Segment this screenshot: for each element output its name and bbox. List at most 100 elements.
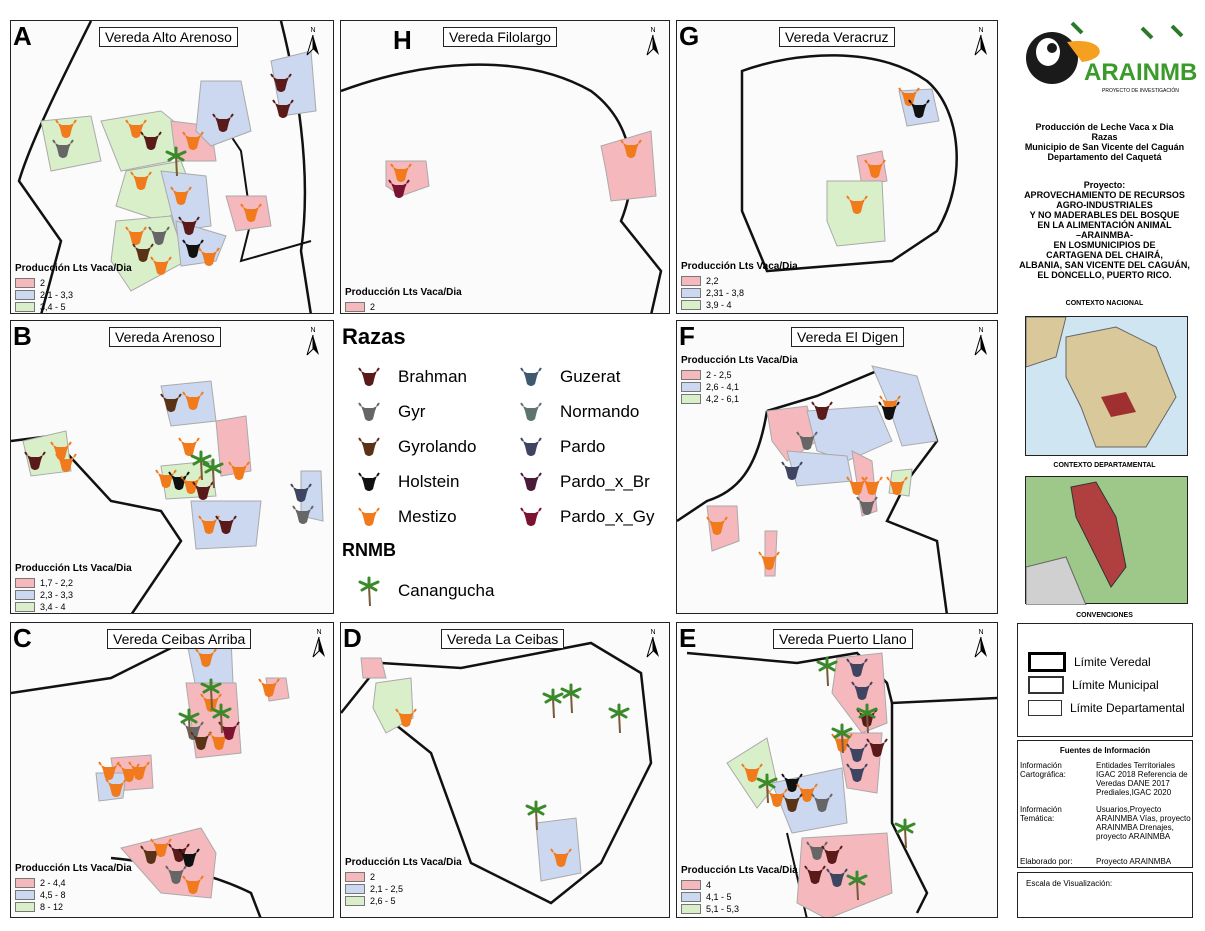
production-legend: Producción Lts Vaca/Dia 2 - 4,4 4,5 - 8 … [15,863,132,912]
production-legend: Producción Lts Vaca/Dia 4 4,1 - 5 5,1 - … [681,865,798,914]
scale-label: Escala de Visualización: [1026,879,1113,888]
production-legend: Producción Lts Vaca/Dia 2 [345,287,462,312]
map-canvas [677,365,948,613]
panel-letter: H [393,25,412,55]
map-panel-g: G Vereda Veracruz N Producción Lts Vaca/… [676,20,998,314]
info-panel: ARAINMBA PROYECTO DE INVESTIGACIÓN Produ… [1012,10,1197,308]
cow-marker-icon [240,203,262,222]
breed-item-brahman: Brahman [358,366,467,388]
cow-marker-icon [864,159,886,178]
north-arrow-icon: N [309,629,329,661]
panel-title: Vereda Puerto Llano [773,629,913,649]
breed-item-pardo_x_br: Pardo_x_Br [520,471,650,493]
cow-marker-icon [706,516,728,535]
sources-box: Fuentes de Información Información Carto… [1017,740,1193,868]
cow-marker-icon [178,437,200,456]
cow-marker-icon [908,99,930,118]
map-canvas [341,63,663,313]
cow-marker-icon [851,681,873,700]
cow-marker-icon [150,838,172,857]
convenciones-label: CONVENCIONES [1076,612,1133,619]
palm-tree-icon [894,818,916,849]
map-canvas [17,21,317,313]
cow-marker-icon [270,73,292,92]
breed-item-guzerat: Guzerat [520,366,620,388]
cow-head-icon [358,367,380,386]
cow-marker-icon [886,476,908,495]
source-value: Usuarios,Proyecto ARAINMBA Vías, proyect… [1096,805,1191,841]
cow-marker-icon [741,763,763,782]
cow-head-icon [358,437,380,456]
map-panel-b: B Vereda Arenoso N Producción Lts Vaca/D… [10,320,334,614]
cow-marker-icon [846,476,868,495]
map-panel-d: D Vereda La Ceibas N Producción Lts Vaca… [340,622,670,918]
project-description: Proyecto: APROVECHAMIENTO DE RECURSOS AGRO… [1019,180,1190,280]
cow-marker-icon [804,865,826,884]
cow-marker-icon [866,738,888,757]
cow-marker-icon [195,648,217,667]
cow-marker-icon [796,431,818,450]
cow-marker-icon [258,678,280,697]
cow-head-icon [358,402,380,421]
production-legend: Producción Lts Vaca/Dia 2 - 2,5 2,6 - 4,… [681,355,798,404]
production-legend: Producción Lts Vaca/Dia 1,7 - 2,2 2,3 - … [15,563,132,612]
breed-item-holstein: Holstein [358,471,459,493]
map-panel-h: H Vereda Filolargo N Producción Lts Vaca… [340,20,670,314]
limite-veredal-item: Límite Veredal [1028,652,1151,672]
cow-marker-icon [781,773,803,792]
source-value: Entidades Territoriales IGAC 2018 Refere… [1096,761,1188,797]
cow-marker-icon [388,179,410,198]
cow-marker-icon [125,226,147,245]
cow-marker-icon [118,763,140,782]
cow-marker-icon [125,119,147,138]
cow-marker-icon [228,461,250,480]
cow-marker-icon [180,475,202,494]
cow-marker-icon [758,551,780,570]
breeds-legend: Razas Brahman Gyr Gyrolando Holstein Mestizo… [340,318,670,618]
cow-marker-icon [170,186,192,205]
breed-item-pardo: Pardo [520,436,605,458]
cow-marker-icon [212,113,234,132]
contexto-nacional-label: CONTEXTO NACIONAL [1065,300,1144,307]
palm-tree-icon [856,703,878,734]
cow-marker-icon [272,99,294,118]
map-canvas [686,651,997,917]
breed-item-pardo_x_gy: Pardo_x_Gy [520,506,655,528]
cow-marker-icon [192,481,214,500]
palm-tree-icon [202,458,224,489]
map-canvas [11,380,324,613]
cow-marker-icon [132,243,154,262]
north-arrow-icon: N [643,27,663,59]
north-arrow-icon: N [303,327,323,359]
breed-item-normando: Normando [520,401,639,423]
arainmba-logo: ARAINMBA PROYECTO DE INVESTIGACIÓN [1026,21,1197,94]
cow-head-icon [358,507,380,526]
cow-marker-icon [811,401,833,420]
cow-marker-icon [846,743,868,762]
conventions-box: Límite Veredal Límite Municipal Límite D… [1017,623,1193,737]
palm-tree-icon [190,450,212,481]
source-label: Información Temática: [1020,805,1062,823]
palm-tree-icon [846,870,868,901]
north-arrow-icon: N [643,629,663,661]
cow-marker-icon [150,256,172,275]
map-canvas [740,54,958,273]
cow-marker-icon [165,865,187,884]
cow-marker-icon [395,708,417,727]
palm-tree-icon [358,576,380,606]
palm-tree-icon [756,773,778,804]
sources-title: Fuentes de Información [1059,746,1151,755]
palm-tree-icon [560,683,582,714]
cow-marker-icon [290,483,312,502]
contexto-departamental-label: CONTEXTO DEPARTAMENTAL [1053,462,1156,469]
cow-marker-icon [292,505,314,524]
svg-text:PROYECTO DE INVESTIGACIÓN: PROYECTO DE INVESTIGACIÓN [1102,87,1179,94]
map-panel-e: E Vereda Puerto Llano N Producción Lts V… [676,622,998,918]
cow-marker-icon [861,476,883,495]
palm-tree-icon [178,708,200,739]
panel-letter: C [13,623,32,653]
source-value: Proyecto ARAINMBA [1096,857,1172,866]
source-label: Elaborado por: [1020,857,1073,866]
cow-marker-icon [550,848,572,867]
cow-marker-icon [856,496,878,515]
